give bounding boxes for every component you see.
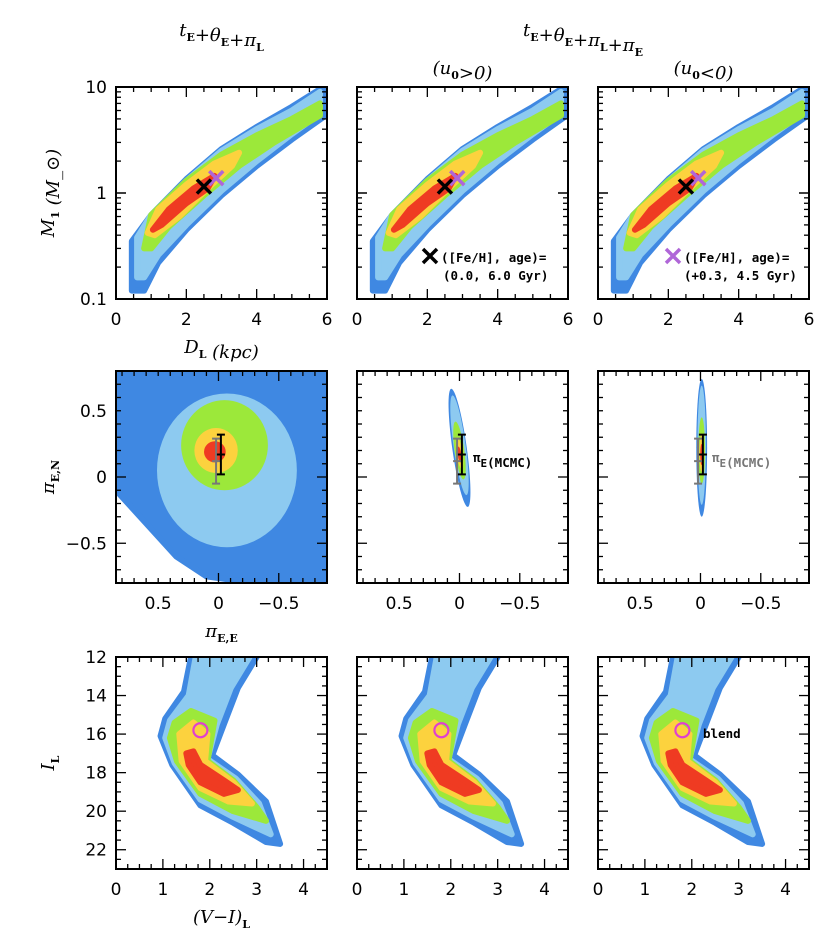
x-tick-label: 2 [181, 310, 192, 330]
pi-e-error-bar [216, 433, 225, 476]
y-tick-label: 12 [85, 648, 107, 668]
x-tick-label: 2 [204, 880, 215, 900]
panel-r2-c1-density [398, 657, 525, 847]
black-x-marker [677, 178, 695, 195]
x-tick-label: 1 [639, 880, 650, 900]
x-tick-label: 4 [492, 310, 503, 330]
y-tick-label: 14 [85, 687, 107, 707]
column-title-with-parallax: tE+θE+πL+πE [523, 20, 643, 59]
density-red-region [204, 441, 226, 463]
x-tick-label: 0 [352, 310, 363, 330]
x-tick-label: 4 [733, 310, 744, 330]
x-tick-label: 3 [251, 880, 262, 900]
blend-circle-marker [674, 722, 691, 739]
x-tick-label: 0 [111, 310, 122, 330]
y-tick-label: −0.5 [66, 534, 107, 554]
panel-r1-c0-density [116, 371, 327, 583]
density-red-region [665, 748, 723, 797]
x-tick-label: 1 [398, 880, 409, 900]
y-tick-label: 20 [85, 802, 107, 822]
x-tick-label: 4 [298, 880, 309, 900]
y-axis-label: IL [38, 755, 62, 771]
blend-circle-marker [433, 722, 450, 739]
y-tick-label: 0.1 [80, 290, 107, 310]
solar-model-label: ([Fe/H], age)= [441, 250, 546, 265]
x-tick-label: 4 [780, 880, 791, 900]
panel-r0-c2-density [610, 87, 809, 294]
legend-black-x [421, 247, 439, 265]
x-tick-label: 2 [445, 880, 456, 900]
blend-label: blend [703, 726, 741, 741]
x-tick-label: 0 [593, 880, 604, 900]
x-tick-label: 3 [733, 880, 744, 900]
panel-r1-c1-density [448, 388, 471, 507]
y-tick-label: 1 [96, 184, 107, 204]
purple-x-marker [448, 169, 466, 187]
x-axis-label: πE,E [204, 621, 237, 645]
x-tick-label: −0.5 [499, 594, 540, 614]
x-tick-label: 0.5 [627, 594, 654, 614]
x-tick-label: 4 [251, 310, 262, 330]
panel-r2-c2-density [639, 657, 766, 847]
x-tick-label: 0 [454, 594, 465, 614]
x-axis-label: DL (kpc) [183, 337, 258, 363]
x-tick-label: −0.5 [258, 594, 299, 614]
x-tick-label: 0.5 [386, 594, 413, 614]
pi-e-error-bar [694, 437, 703, 485]
x-tick-label: 1 [157, 880, 168, 900]
black-x-marker [436, 178, 454, 195]
pi-e-mcmc-label: πE(MCMC) [473, 450, 532, 470]
density-red-region [183, 748, 241, 797]
legend-purple-x [664, 247, 682, 265]
x-tick-label: 6 [563, 310, 574, 330]
y-tick-label: 0.5 [80, 402, 107, 422]
x-tick-label: 0 [213, 594, 224, 614]
pi-e-mcmc-label-gray: πE(MCMC) [712, 450, 771, 470]
x-tick-label: 2 [663, 310, 674, 330]
x-tick-label: 0 [695, 594, 706, 614]
metal-rich-model-label: ([Fe/H], age)= [684, 250, 789, 265]
y-axis-label: πE,N [38, 460, 62, 495]
panel-r0-c0-density [128, 87, 327, 294]
x-tick-label: 0.5 [145, 594, 172, 614]
purple-x-marker [207, 169, 225, 187]
pi-e-error-bar [698, 433, 707, 476]
x-tick-label: 0 [111, 880, 122, 900]
x-tick-label: 6 [322, 310, 333, 330]
metal-rich-model-value: (+0.3, 4.5 Gyr) [684, 268, 797, 283]
x-tick-label: 0 [352, 880, 363, 900]
blend-circle-marker [192, 722, 209, 739]
y-axis-label: M1 (M_⊙) [38, 149, 64, 238]
x-tick-label: 0 [593, 310, 604, 330]
purple-x-marker [689, 169, 707, 187]
x-axis-label: (V−I)L [193, 907, 250, 931]
x-tick-label: 3 [492, 880, 503, 900]
panel-r2-c0-density [157, 657, 284, 847]
y-tick-label: 22 [85, 841, 107, 861]
density-red-region [424, 748, 482, 797]
y-tick-label: 18 [85, 764, 107, 784]
y-tick-label: 0 [96, 468, 107, 488]
column-title-lens-only: tE+θE+πL [179, 20, 264, 54]
solar-model-value: (0.0, 6.0 Gyr) [443, 268, 548, 283]
pi-e-error-bar [453, 437, 462, 485]
subtitle-u0-negative: (u0<0) [674, 58, 734, 84]
x-tick-label: 4 [539, 880, 550, 900]
black-x-marker [195, 178, 213, 195]
x-tick-label: 2 [422, 310, 433, 330]
x-tick-label: 6 [804, 310, 815, 330]
y-tick-label: 10 [85, 78, 107, 98]
x-tick-label: 2 [686, 880, 697, 900]
pi-e-error-bar [212, 437, 221, 485]
subtitle-u0-positive: (u0>0) [433, 58, 493, 84]
y-tick-label: 16 [85, 725, 107, 745]
pi-e-error-bar [457, 433, 466, 476]
x-tick-label: −0.5 [740, 594, 781, 614]
